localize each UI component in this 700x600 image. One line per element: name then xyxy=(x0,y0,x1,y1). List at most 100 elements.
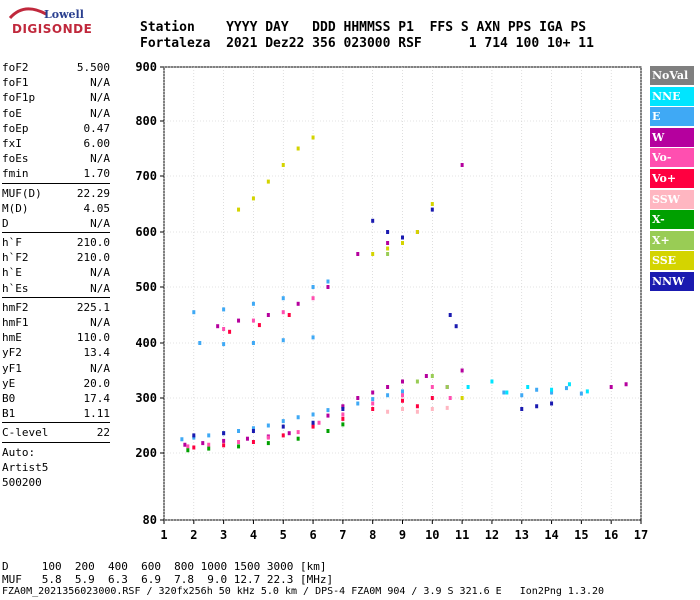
data-point xyxy=(296,146,300,151)
data-point xyxy=(207,433,211,438)
data-point xyxy=(490,379,494,384)
param-name: B1 xyxy=(2,407,16,421)
data-point xyxy=(251,318,255,323)
data-point xyxy=(401,393,404,398)
data-point xyxy=(192,310,196,315)
data-point xyxy=(311,135,315,140)
param-value: 6.00 xyxy=(83,136,111,150)
station-header: Station YYYY DAY DDD HHMMSS P1 FFS S AXN… xyxy=(140,20,594,52)
param-name: MUF(D) xyxy=(2,186,42,200)
param-name: M(D) xyxy=(2,201,29,215)
data-point xyxy=(430,407,434,411)
param-row: D N/A xyxy=(2,216,110,231)
param-value: N/A xyxy=(90,106,110,120)
data-point xyxy=(192,445,196,450)
data-point xyxy=(371,407,375,411)
data-point xyxy=(448,396,452,400)
x-tick-label: 8 xyxy=(369,528,376,542)
data-point xyxy=(326,429,330,433)
legend-item: W xyxy=(650,127,694,147)
data-point xyxy=(415,404,419,409)
y-tick-label: 700 xyxy=(135,169,157,183)
data-point xyxy=(311,412,315,417)
y-tick-label: 500 xyxy=(135,280,157,294)
x-tick-label: 16 xyxy=(604,528,618,542)
data-point xyxy=(237,207,241,212)
param-name: h`F xyxy=(2,236,22,250)
data-point xyxy=(245,436,249,441)
param-name: foF1 xyxy=(2,76,29,90)
data-point xyxy=(207,442,211,447)
param-row: B1 1.11 xyxy=(2,406,110,421)
param-value: N/A xyxy=(90,281,110,295)
param-row: h`Es N/A xyxy=(2,281,110,296)
data-point xyxy=(183,442,187,447)
data-point xyxy=(216,324,220,329)
data-point xyxy=(180,437,184,442)
y-tick-label: 200 xyxy=(135,446,157,460)
data-point xyxy=(624,382,628,387)
x-tick-label: 9 xyxy=(399,528,406,542)
param-name: h`F2 xyxy=(2,251,29,265)
data-point xyxy=(341,422,345,427)
param-row: yF2 13.4 xyxy=(2,345,110,360)
data-point xyxy=(237,444,241,449)
x-tick-label: 13 xyxy=(515,528,529,542)
data-point xyxy=(281,419,285,424)
data-point xyxy=(460,396,464,400)
param-value: N/A xyxy=(90,316,110,329)
y-tick-label: 600 xyxy=(135,225,157,239)
param-row: foE N/A xyxy=(2,106,110,121)
param-row: hmE 110.0 xyxy=(2,330,110,345)
param-value: N/A xyxy=(90,266,110,280)
data-point xyxy=(222,443,226,448)
param-value: 225.1 xyxy=(76,300,110,314)
data-point xyxy=(311,335,315,340)
data-point xyxy=(415,230,419,234)
data-point xyxy=(401,398,404,403)
data-point xyxy=(341,404,345,409)
data-point xyxy=(228,329,232,334)
data-point xyxy=(198,341,202,345)
data-point xyxy=(520,393,524,398)
legend-item: X+ xyxy=(650,230,694,250)
data-point xyxy=(371,401,375,406)
data-point xyxy=(257,323,261,328)
data-point xyxy=(266,423,270,428)
param-name: yE xyxy=(2,376,16,390)
param-name: C-level xyxy=(2,426,49,440)
param-name: foF2 xyxy=(2,61,29,74)
data-point xyxy=(186,448,190,453)
data-point xyxy=(222,431,226,436)
data-point xyxy=(460,368,464,373)
data-point xyxy=(579,391,583,396)
header-labels: Station YYYY DAY DDD HHMMSS P1 FFS S AXN… xyxy=(140,20,587,35)
data-point xyxy=(287,431,291,436)
data-point xyxy=(424,374,428,378)
data-point xyxy=(326,285,330,289)
param-value: 210.0 xyxy=(76,236,110,250)
y-tick-label: 800 xyxy=(135,114,157,128)
param-name: hmF2 xyxy=(2,300,29,314)
data-point xyxy=(311,420,315,425)
data-point xyxy=(251,429,255,433)
param-value: N/A xyxy=(90,91,110,105)
param-name: hmF1 xyxy=(2,316,29,329)
param-value: 1.11 xyxy=(83,407,111,421)
data-point xyxy=(326,279,330,284)
param-name: h`Es xyxy=(2,281,29,295)
digisonde-arc-icon xyxy=(8,7,47,20)
data-point xyxy=(386,241,390,245)
param-value: 4.05 xyxy=(83,201,111,215)
param-name: yF2 xyxy=(2,346,22,360)
legend-item: NoVal xyxy=(650,66,694,85)
param-row: h`E N/A xyxy=(2,265,110,280)
param-name: yF1 xyxy=(2,361,22,375)
x-tick-label: 2 xyxy=(190,528,197,542)
legend-item: X- xyxy=(650,210,694,230)
logo-lowell-text: Lowell xyxy=(44,8,84,21)
data-point xyxy=(415,379,419,384)
param-row: M(D) 4.05 xyxy=(2,201,110,216)
data-point xyxy=(186,444,190,449)
data-point xyxy=(281,163,285,167)
